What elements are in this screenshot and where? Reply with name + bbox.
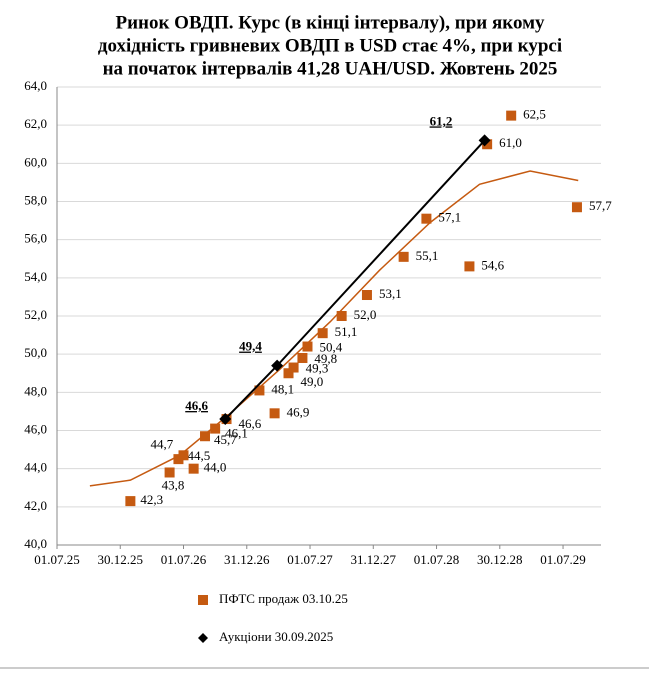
point <box>283 368 294 379</box>
point <box>302 341 313 352</box>
point <box>271 359 284 372</box>
data-label: 55,1 <box>416 248 439 263</box>
data-label: 46,6 <box>185 398 208 413</box>
data-label: 50,4 <box>319 340 342 355</box>
data-label: 46,1 <box>225 426 248 441</box>
data-label: 46,9 <box>287 404 310 419</box>
data-label: 57,1 <box>438 210 461 225</box>
x-tick-label: 01.07.28 <box>414 552 460 567</box>
point <box>506 110 517 121</box>
data-label: 62,5 <box>523 107 546 122</box>
point <box>125 496 136 507</box>
point <box>336 311 347 321</box>
y-tick-label: 42,0 <box>24 498 47 513</box>
point <box>361 290 372 301</box>
data-label: 49,0 <box>301 374 324 389</box>
data-label: 57,7 <box>589 198 612 213</box>
data-label: 45,7 <box>214 432 237 447</box>
y-tick-label: 44,0 <box>24 460 47 475</box>
y-tick-label: 48,0 <box>24 383 47 398</box>
data-label: 54,6 <box>481 257 504 272</box>
x-tick-label: 30.12.25 <box>98 552 144 567</box>
x-tick-label: 01.07.25 <box>34 552 80 567</box>
y-tick-label: 62,0 <box>24 116 47 131</box>
data-label: 44,0 <box>204 460 227 475</box>
y-tick-label: 56,0 <box>24 231 47 246</box>
x-tick-label: 01.07.26 <box>161 552 207 567</box>
point <box>178 450 189 461</box>
point <box>254 385 265 396</box>
data-label: 52,0 <box>354 307 377 322</box>
data-label: 53,1 <box>379 286 402 301</box>
y-tick-label: 64,0 <box>24 78 47 93</box>
point <box>200 431 211 442</box>
x-tick-label: 30.12.28 <box>477 552 523 567</box>
y-tick-label: 60,0 <box>24 154 47 169</box>
data-label: 61,0 <box>499 135 522 150</box>
point <box>317 328 328 339</box>
point <box>297 352 308 363</box>
y-tick-label: 40,0 <box>24 536 47 551</box>
y-tick-label: 52,0 <box>24 307 47 322</box>
point <box>188 463 199 474</box>
point <box>219 413 232 426</box>
data-label: 61,2 <box>430 113 453 128</box>
point <box>173 454 184 465</box>
y-tick-label: 54,0 <box>24 269 47 284</box>
data-label: 51,1 <box>335 324 358 339</box>
data-label: 42,3 <box>140 492 163 507</box>
data-label: 49,4 <box>239 339 262 354</box>
x-tick-label: 31.12.26 <box>224 552 270 567</box>
point <box>398 251 409 262</box>
point <box>571 202 582 213</box>
point <box>421 213 432 224</box>
point <box>269 408 280 419</box>
x-tick-label: 31.12.27 <box>351 552 397 567</box>
legend-marker <box>198 595 208 605</box>
point <box>210 423 221 434</box>
chart-title: на початок інтервалів 41,28 UAH/USD. Жов… <box>103 58 558 79</box>
series-line <box>224 139 486 420</box>
y-tick-label: 46,0 <box>24 421 47 436</box>
data-label: 49,3 <box>306 361 329 376</box>
chart-title: дохідність гривневих ОВДП в USD стає 4%,… <box>98 35 562 56</box>
data-label: 43,8 <box>162 477 185 492</box>
data-label: 49,8 <box>314 351 337 366</box>
data-label: 44,5 <box>187 448 210 463</box>
legend-marker <box>198 633 208 643</box>
legend-label: ПФТС продаж 03.10.25 <box>219 591 348 606</box>
point <box>288 362 299 373</box>
x-tick-label: 01.07.29 <box>540 552 586 567</box>
point <box>464 261 475 272</box>
trend-line <box>89 170 579 487</box>
x-tick-label: 01.07.27 <box>287 552 333 567</box>
point <box>482 139 493 150</box>
data-label: 46,6 <box>239 416 262 431</box>
data-label: 44,7 <box>151 436 174 451</box>
point <box>478 134 491 147</box>
point <box>164 467 175 478</box>
y-tick-label: 50,0 <box>24 345 47 360</box>
y-tick-label: 58,0 <box>24 192 47 207</box>
legend-label: Аукціони 30.09.2025 <box>219 629 333 644</box>
data-label: 48,1 <box>271 381 294 396</box>
chart-title: Ринок ОВДП. Курс (в кінці інтервалу), пр… <box>115 12 545 33</box>
